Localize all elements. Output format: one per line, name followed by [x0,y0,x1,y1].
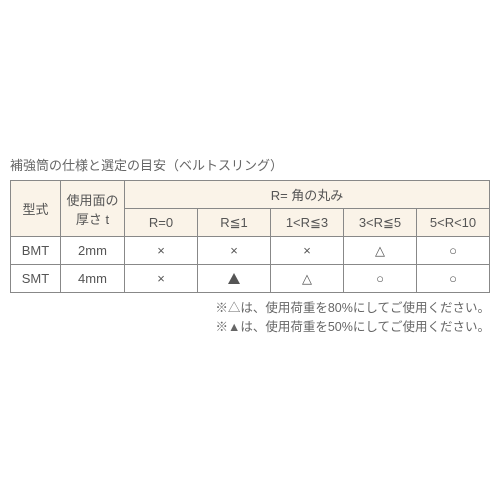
cell-value: ○ [344,265,417,293]
header-r2: 1<R≦3 [271,209,344,237]
header-r0: R=0 [125,209,198,237]
cell-value: × [198,237,271,265]
cell-thickness: 2mm [61,237,125,265]
triangle-icon [228,273,240,284]
spec-table: 型式 使用面の 厚さ t R= 角の丸み R=0 R≦1 1<R≦3 3<R≦5… [10,180,490,293]
header-r3: 3<R≦5 [344,209,417,237]
cell-value: × [271,237,344,265]
footnotes: ※△は、使用荷重を80%にしてご使用ください。 ※▲は、使用荷重を50%にしてご… [10,299,490,337]
table-container: 補強筒の仕様と選定の目安（ベルトスリング） 型式 使用面の 厚さ t R= 角の… [10,155,490,337]
cell-thickness: 4mm [61,265,125,293]
header-thickness: 使用面の 厚さ t [61,181,125,237]
header-r1: R≦1 [198,209,271,237]
header-thickness-l1: 使用面の [66,193,118,208]
cell-value: ○ [417,237,490,265]
cell-value: △ [271,265,344,293]
header-model: 型式 [11,181,61,237]
cell-value [198,265,271,293]
cell-model: SMT [11,265,61,293]
footnote-2: ※▲は、使用荷重を50%にしてご使用ください。 [10,318,490,337]
cell-model: BMT [11,237,61,265]
header-r-group: R= 角の丸み [125,181,490,209]
table-row: SMT 4mm × △ ○ ○ [11,265,490,293]
header-r4: 5<R<10 [417,209,490,237]
cell-value: △ [344,237,417,265]
table-row: BMT 2mm × × × △ ○ [11,237,490,265]
cell-value: × [125,237,198,265]
cell-value: × [125,265,198,293]
cell-value: ○ [417,265,490,293]
header-thickness-l2: 厚さ t [76,212,109,227]
header-row-1: 型式 使用面の 厚さ t R= 角の丸み [11,181,490,209]
table-caption: 補強筒の仕様と選定の目安（ベルトスリング） [10,155,490,174]
footnote-1: ※△は、使用荷重を80%にしてご使用ください。 [10,299,490,318]
